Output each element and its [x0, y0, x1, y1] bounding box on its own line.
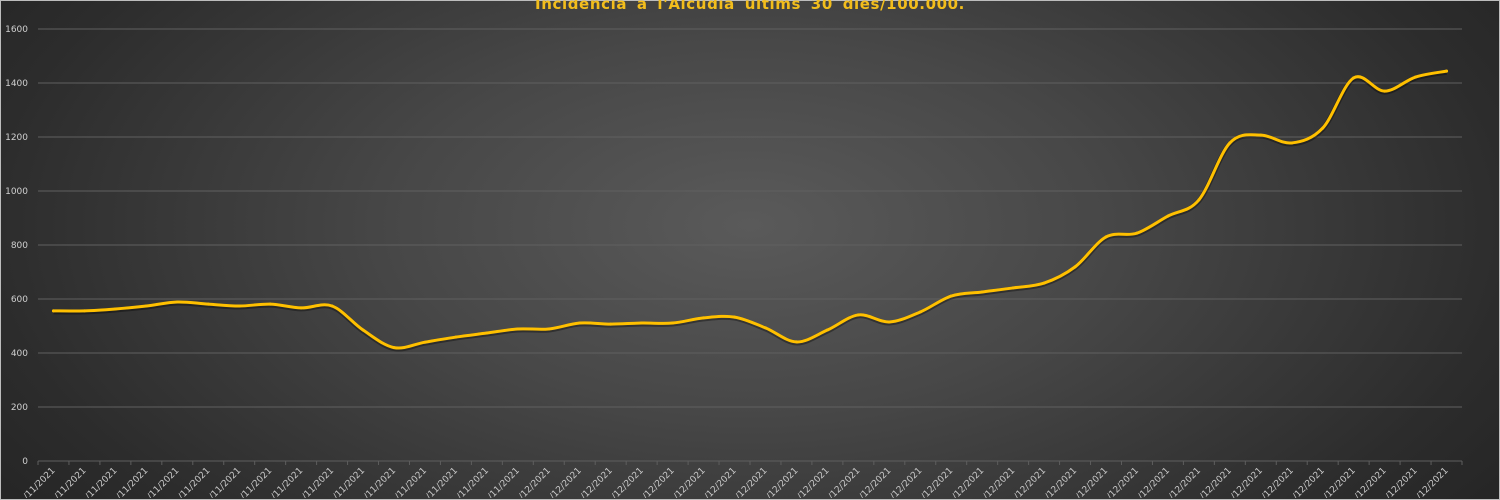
data-point: [949, 294, 953, 298]
series-line: [51, 69, 1449, 350]
data-point: [671, 321, 675, 325]
data-point: [794, 340, 798, 344]
y-tick-label: 1000: [5, 187, 28, 197]
y-tick-label: 1200: [5, 133, 28, 143]
data-point: [113, 307, 117, 311]
data-point: [609, 322, 613, 326]
data-point: [1259, 133, 1263, 137]
data-point: [1042, 281, 1046, 285]
data-point: [1197, 198, 1201, 202]
y-tick-label: 1600: [5, 25, 28, 35]
data-point: [1290, 141, 1294, 145]
data-point: [763, 326, 767, 330]
data-point: [887, 320, 891, 324]
data-point: [856, 313, 860, 317]
data-point: [980, 290, 984, 294]
data-point: [144, 304, 148, 308]
data-point: [640, 321, 644, 325]
data-point: [268, 302, 272, 306]
x-axis: /11/2021/11/2021/11/2021/11/2021/11/2021…: [22, 461, 1463, 500]
data-point: [330, 304, 334, 308]
data-point: [361, 328, 365, 332]
data-point: [485, 331, 489, 335]
data-point: [1414, 75, 1418, 79]
y-axis: 0 200 400 600 800 1000 1200 1400 1600: [5, 25, 28, 467]
data-point: [578, 321, 582, 325]
data-point: [1135, 231, 1139, 235]
y-tick-label: 200: [11, 403, 28, 413]
data-point: [702, 316, 706, 320]
data-point: [918, 310, 922, 314]
series-line-group: [51, 69, 1449, 352]
data-point: [1383, 89, 1387, 93]
gridlines: [38, 28, 1462, 462]
data-point: [51, 309, 55, 313]
data-point: [733, 315, 737, 319]
data-point: [1321, 126, 1325, 130]
data-point: [1352, 76, 1356, 80]
data-point: [1228, 141, 1232, 145]
x-tick-label: /12/2021: [1415, 466, 1451, 500]
y-tick-label: 0: [22, 457, 28, 467]
data-point: [1104, 235, 1108, 239]
y-tick-label: 800: [11, 241, 28, 251]
y-tick-label: 400: [11, 349, 28, 359]
data-point: [516, 327, 520, 331]
data-point: [206, 302, 210, 306]
data-point: [392, 346, 396, 350]
data-point: [1166, 214, 1170, 218]
chart-title: Incidència a l'Alcúdia últims 30 dies/10…: [535, 0, 965, 13]
series-line-shadow: [53, 69, 1447, 352]
data-point: [825, 328, 829, 332]
data-point: [423, 340, 427, 344]
data-point: [1445, 69, 1449, 73]
y-tick-label: 600: [11, 295, 28, 305]
data-point: [82, 309, 86, 313]
data-point: [237, 304, 241, 308]
data-point: [1073, 265, 1077, 269]
data-point: [1011, 286, 1015, 290]
y-tick-label: 1400: [5, 79, 28, 89]
data-point: [454, 335, 458, 339]
data-point: [175, 300, 179, 304]
data-point: [299, 306, 303, 310]
data-point: [547, 327, 551, 331]
